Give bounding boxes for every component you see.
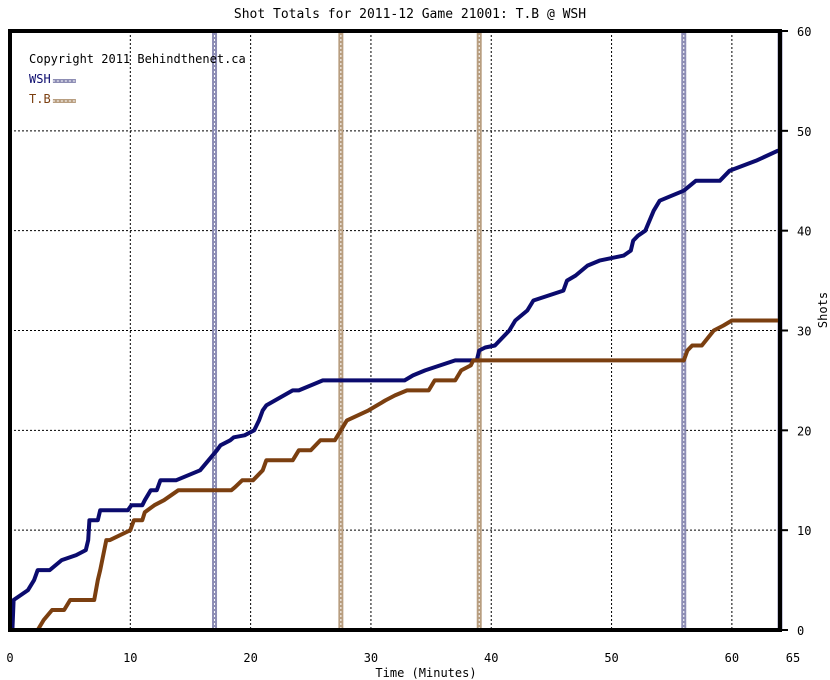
legend: WSH T.B (29, 72, 76, 106)
legend-label: T.B (29, 92, 51, 106)
x-tick-label: 10 (123, 651, 137, 665)
y-tick-label: 10 (797, 524, 811, 538)
copyright-text: Copyright 2011 Behindthenet.ca (29, 52, 246, 66)
y-tick-label: 50 (797, 125, 811, 139)
x-tick-label: 65 (786, 651, 800, 665)
x-tick-label: 0 (6, 651, 13, 665)
y-tick-label: 60 (797, 25, 811, 39)
series-line-wsh (8, 148, 782, 632)
chart-title: Shot Totals for 2011-12 Game 21001: T.B … (234, 7, 586, 22)
series-lines (8, 148, 782, 632)
goal-markers (212, 31, 783, 630)
legend-label: WSH (29, 72, 51, 86)
axis-ticks: 0 10 20 30 40 50 60 65 0 10 20 30 40 50 60 (6, 25, 811, 665)
x-tick-label: 50 (604, 651, 618, 665)
y-tick-label: 0 (797, 624, 804, 638)
x-tick-label: 30 (364, 651, 378, 665)
y-tick-label: 30 (797, 325, 811, 339)
series-line-tb (8, 318, 782, 632)
y-axis-label: Shots (816, 292, 830, 328)
x-tick-label: 60 (725, 651, 739, 665)
x-tick-label: 40 (484, 651, 498, 665)
x-tick-label: 20 (243, 651, 257, 665)
y-tick-label: 40 (797, 225, 811, 239)
y-tick-label: 20 (797, 424, 811, 438)
gridlines (10, 31, 780, 630)
x-axis-label: Time (Minutes) (375, 666, 476, 680)
